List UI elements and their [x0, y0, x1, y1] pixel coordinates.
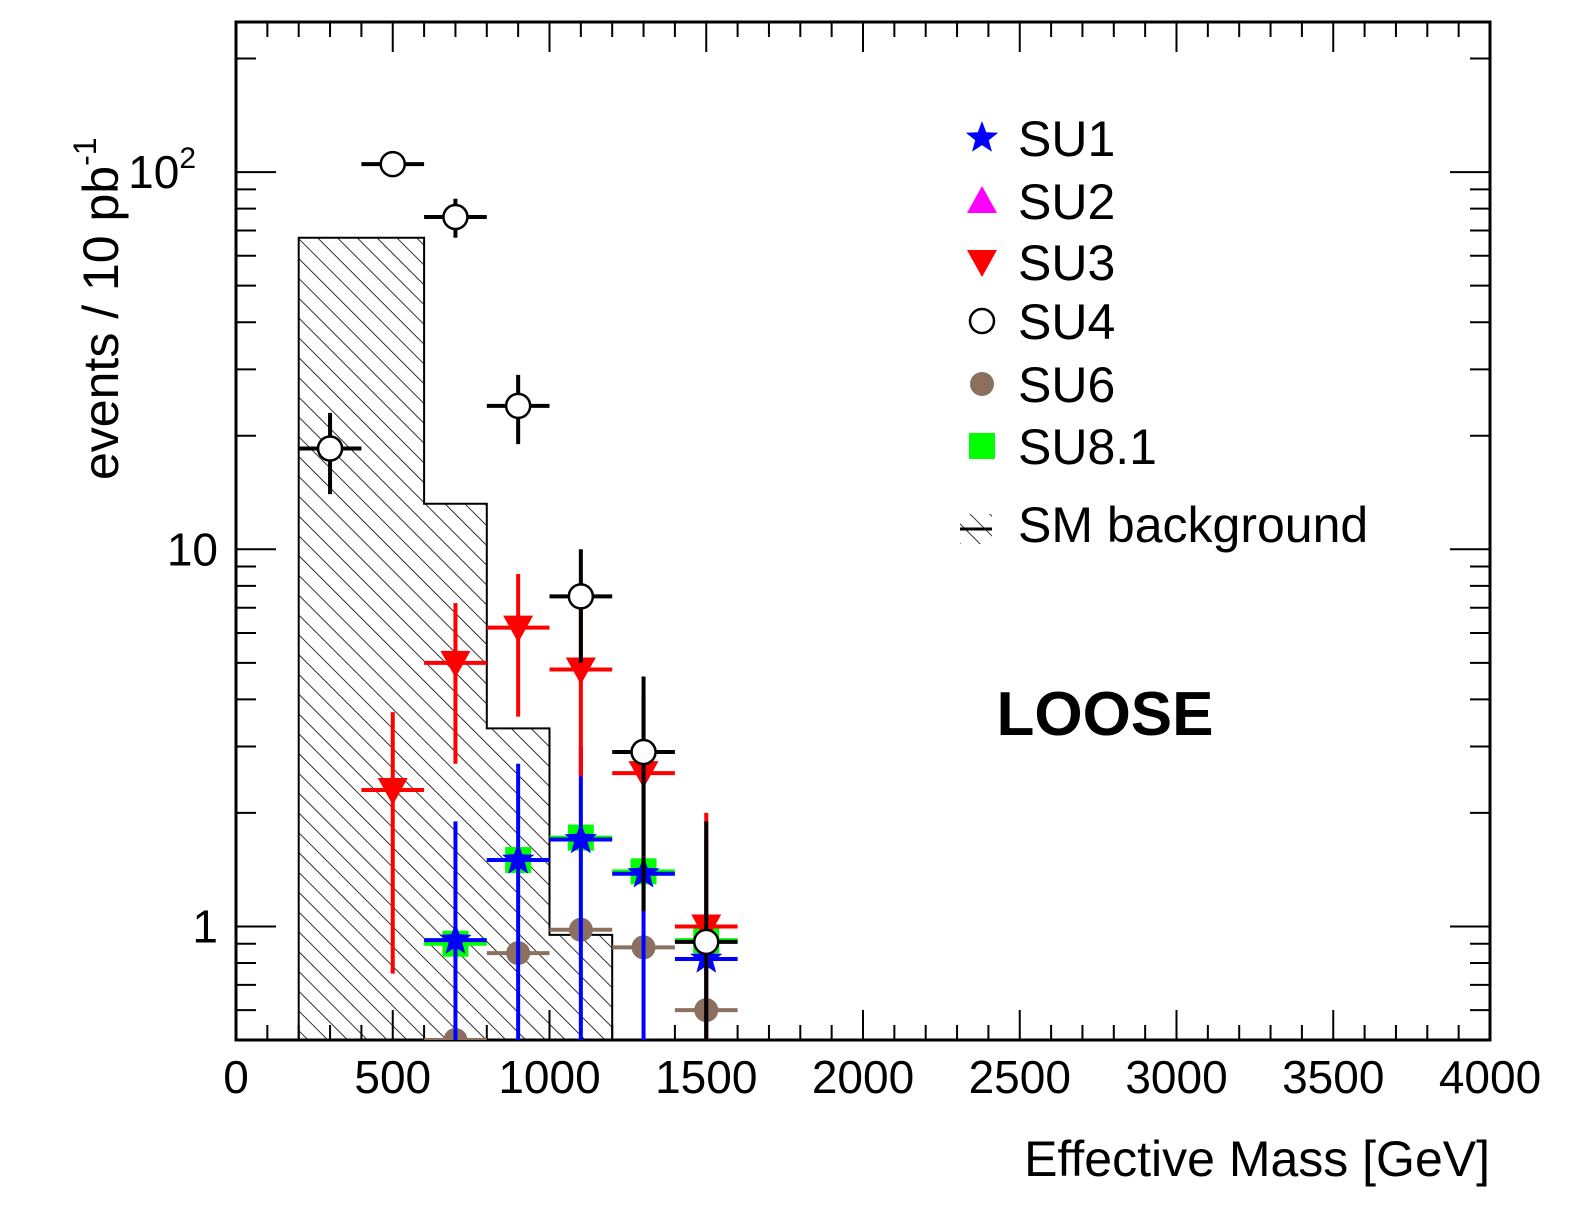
legend-item-su3: SU3 — [967, 235, 1115, 291]
legend-item-su1: SU1 — [965, 111, 1115, 167]
legend-label: SU3 — [1018, 235, 1115, 291]
data-point — [565, 657, 596, 685]
data-point — [440, 650, 471, 678]
data-point — [504, 392, 532, 420]
legend-marker — [967, 250, 997, 277]
legend-item-su2: SU2 — [967, 174, 1115, 230]
legend-label: SM background — [1018, 497, 1368, 553]
x-axis-title: Effective Mass [GeV] — [1024, 1131, 1490, 1187]
y-tick-base: 10 — [128, 146, 179, 198]
data-point — [567, 583, 595, 610]
x-tick-label: 2000 — [812, 1051, 914, 1103]
legend-item-su8-1: SU8.1 — [969, 419, 1157, 475]
legend-label: SU4 — [1018, 294, 1115, 350]
data-point — [693, 928, 720, 956]
x-tick-label: 3500 — [1282, 1051, 1384, 1103]
data-point — [379, 150, 406, 178]
data-point — [630, 738, 657, 766]
data-point — [377, 778, 408, 806]
legend-marker — [969, 433, 995, 459]
legend-label: SU2 — [1018, 174, 1115, 230]
data-point — [503, 615, 534, 643]
y-tick-label: 1 — [192, 900, 218, 952]
y-tick-base: 1 — [192, 900, 218, 952]
legend-label: SU8.1 — [1018, 419, 1157, 475]
x-tick-label: 1000 — [498, 1051, 600, 1103]
legend-label: SU6 — [1018, 357, 1115, 413]
legend-item-sm-background: SM background — [960, 497, 1368, 553]
data-point — [502, 843, 535, 874]
x-tick-label: 500 — [354, 1051, 431, 1103]
legend-marker — [967, 186, 997, 213]
y-axis-title-main: events / 10 pb — [73, 166, 129, 480]
x-tick-label: 2500 — [969, 1051, 1071, 1103]
series-su4 — [298, 150, 738, 1040]
y-axis-title: events / 10 pb-1 — [67, 137, 129, 480]
loose-annotation: LOOSE — [996, 680, 1213, 749]
legend-marker — [970, 372, 994, 396]
x-tick-label: 1500 — [655, 1051, 757, 1103]
data-point — [316, 435, 344, 462]
x-tick-label: 3000 — [1125, 1051, 1227, 1103]
data-point — [439, 923, 472, 954]
y-tick-label: 10 — [167, 523, 218, 575]
legend-item-su4: SU4 — [968, 294, 1115, 350]
y-tick-exponent: 2 — [179, 142, 196, 175]
y-tick-label: 102 — [128, 142, 196, 198]
axes — [234, 20, 1492, 1042]
legend-item-su6: SU6 — [970, 357, 1115, 413]
legend-label: SU1 — [1018, 111, 1115, 167]
y-tick-base: 10 — [167, 523, 218, 575]
y-axis-title-group: events / 10 pb-1 — [67, 137, 129, 480]
data-point — [564, 822, 597, 854]
data-series — [298, 150, 738, 1040]
x-tick-label: 4000 — [1439, 1051, 1541, 1103]
legend-marker — [968, 307, 996, 335]
x-tick-label: 0 — [223, 1051, 249, 1103]
legend-marker — [965, 121, 999, 152]
y-axis-title-exponent: -1 — [67, 137, 103, 165]
data-point — [442, 203, 469, 231]
